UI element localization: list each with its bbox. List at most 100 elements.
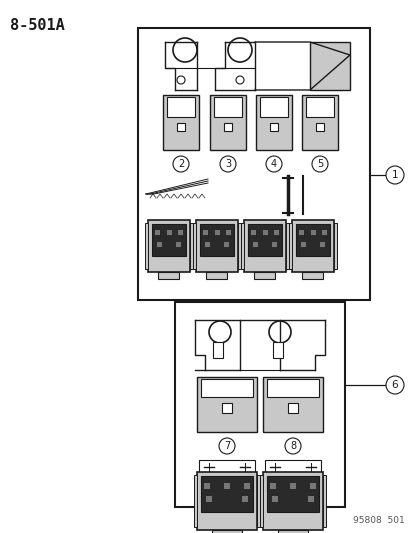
Bar	[157, 242, 161, 247]
Circle shape	[311, 156, 327, 172]
Bar	[266, 476, 318, 512]
Bar	[291, 220, 333, 272]
Bar	[273, 230, 278, 236]
Bar	[309, 483, 315, 489]
Bar	[262, 472, 322, 530]
Bar	[315, 123, 323, 131]
Text: 6: 6	[391, 380, 397, 390]
Bar	[212, 342, 223, 358]
Circle shape	[385, 376, 403, 394]
Bar	[201, 379, 252, 397]
Bar	[242, 496, 247, 502]
Bar	[307, 496, 313, 502]
Bar	[199, 460, 254, 474]
Bar	[289, 483, 295, 489]
Bar	[197, 472, 256, 530]
Bar	[300, 242, 305, 247]
Bar	[254, 272, 275, 279]
Bar	[190, 223, 192, 269]
Bar	[271, 496, 277, 502]
Bar	[163, 95, 199, 150]
Text: 8-501A: 8-501A	[10, 18, 64, 33]
Bar	[256, 475, 259, 527]
Bar	[262, 377, 322, 432]
Circle shape	[209, 321, 230, 343]
Bar	[204, 483, 209, 489]
Bar	[201, 476, 252, 512]
Text: 8: 8	[289, 441, 295, 451]
Bar	[287, 403, 297, 413]
Bar	[252, 242, 257, 247]
Bar	[147, 220, 190, 272]
Bar	[298, 230, 303, 236]
Circle shape	[177, 76, 185, 84]
Bar	[321, 230, 326, 236]
Bar	[140, 172, 367, 218]
Bar	[176, 242, 180, 247]
Text: 7: 7	[223, 441, 230, 451]
Bar	[295, 224, 329, 256]
Circle shape	[284, 438, 300, 454]
Bar	[322, 475, 325, 527]
Circle shape	[235, 76, 243, 84]
Bar	[209, 95, 245, 150]
Bar	[243, 220, 285, 272]
Bar	[271, 242, 276, 247]
Circle shape	[218, 438, 235, 454]
Bar	[221, 403, 231, 413]
Bar	[288, 223, 291, 269]
Bar	[333, 223, 336, 269]
Text: 3: 3	[224, 159, 230, 169]
Bar	[266, 379, 318, 397]
Bar	[250, 230, 255, 236]
Text: 1: 1	[391, 170, 397, 180]
Bar	[197, 377, 256, 432]
Text: 4: 4	[270, 159, 276, 169]
Bar	[225, 230, 230, 236]
Circle shape	[228, 38, 252, 62]
Bar	[247, 224, 281, 256]
Bar	[243, 483, 249, 489]
Bar	[305, 97, 333, 117]
Circle shape	[173, 38, 197, 62]
Bar	[177, 123, 185, 131]
Bar	[152, 224, 185, 256]
Bar	[192, 223, 195, 269]
Circle shape	[385, 166, 403, 184]
Bar	[154, 230, 159, 236]
Bar	[214, 97, 242, 117]
Circle shape	[219, 156, 235, 172]
Bar	[145, 223, 147, 269]
Bar	[262, 230, 267, 236]
Bar	[264, 460, 320, 474]
Bar	[272, 342, 282, 358]
Bar	[175, 302, 344, 507]
Bar	[255, 95, 291, 150]
Bar	[166, 230, 171, 236]
Bar	[166, 97, 195, 117]
Bar	[195, 220, 237, 272]
Text: 5: 5	[316, 159, 322, 169]
Bar	[237, 223, 240, 269]
Bar	[269, 483, 275, 489]
Bar	[285, 223, 288, 269]
Bar	[211, 530, 242, 533]
Bar	[138, 28, 369, 300]
Bar	[223, 242, 228, 247]
Bar	[214, 230, 219, 236]
Bar	[259, 97, 287, 117]
Bar	[223, 483, 230, 489]
Bar	[259, 475, 262, 527]
Bar	[199, 224, 233, 256]
Bar	[277, 530, 307, 533]
Bar	[269, 123, 277, 131]
Bar	[309, 42, 349, 90]
Bar	[158, 272, 179, 279]
Bar	[240, 223, 243, 269]
Circle shape	[268, 321, 290, 343]
Bar	[302, 272, 323, 279]
Text: 95808  501: 95808 501	[352, 516, 404, 525]
Text: 2: 2	[178, 159, 184, 169]
Bar	[178, 230, 183, 236]
Bar	[202, 230, 207, 236]
